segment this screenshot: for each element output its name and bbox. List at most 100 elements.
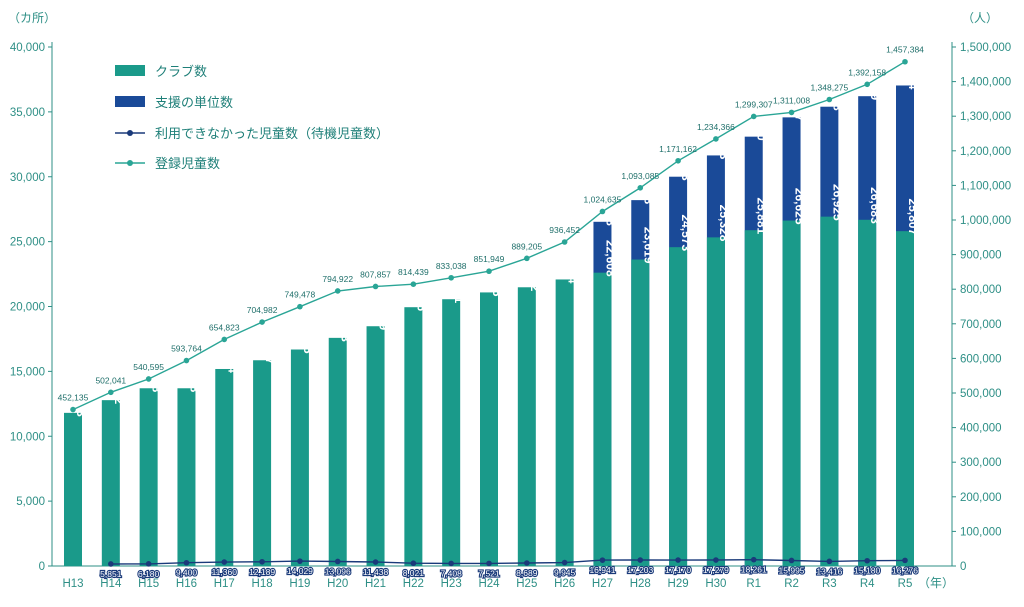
waiting-point xyxy=(372,559,379,565)
registered-point xyxy=(864,81,870,88)
waiting-point xyxy=(297,558,303,564)
club-bar-label: 22,608 xyxy=(603,240,617,277)
club-bar-label: 12,782 xyxy=(112,367,126,404)
registered-point xyxy=(524,255,530,262)
right-tick-label: 800,000 xyxy=(960,284,1002,296)
legend-label-club: クラブ数 xyxy=(155,64,207,80)
club-bar xyxy=(593,272,612,566)
registered-point xyxy=(334,288,341,294)
registered-label: 452,135 xyxy=(58,393,89,403)
x-tick-label: H19 xyxy=(289,578,310,590)
registered-point xyxy=(486,268,492,275)
left-tick-label: 0 xyxy=(39,561,45,573)
registered-point xyxy=(902,58,908,65)
x-tick-label: H30 xyxy=(705,578,726,590)
x-tick-label: H20 xyxy=(327,578,348,590)
registered-point xyxy=(448,274,454,281)
club-bar-label: 17,583 xyxy=(339,305,353,342)
registered-label: 833,038 xyxy=(436,261,467,271)
waiting-point xyxy=(675,557,681,563)
registered-label: 1,171,162 xyxy=(659,144,697,154)
club-bar-label: 20,561 xyxy=(452,267,466,304)
waiting-point xyxy=(864,557,870,564)
registered-point xyxy=(561,239,568,245)
registered-point xyxy=(108,389,114,396)
club-bar xyxy=(706,237,725,566)
waiting-point xyxy=(561,559,568,566)
club-bar-label: 16,685 xyxy=(301,317,315,354)
club-bar xyxy=(896,231,914,566)
club-bar-label: 15,184 xyxy=(225,336,239,373)
waiting-point xyxy=(637,557,644,563)
club-bar xyxy=(404,307,423,566)
x-tick-label: H24 xyxy=(478,578,500,590)
left-axis-unit: （カ所） xyxy=(8,11,56,25)
club-bar xyxy=(744,230,763,566)
club-bar xyxy=(366,326,385,566)
unit-bar-label: 36,209 xyxy=(868,63,882,100)
waiting-point xyxy=(599,557,606,563)
right-tick-label: 600,000 xyxy=(960,353,1002,365)
legend-swatch-club xyxy=(115,65,145,76)
club-bar-label: 15,857 xyxy=(263,328,277,365)
registered-label: 1,392,158 xyxy=(848,67,886,77)
x-tick-label: H14 xyxy=(100,578,122,590)
left-tick-label: 30,000 xyxy=(10,172,45,184)
left-tick-label: 10,000 xyxy=(10,431,45,443)
right-tick-label: 900,000 xyxy=(960,250,1002,262)
legend-swatch-units xyxy=(115,96,145,107)
registered-label: 1,234,366 xyxy=(697,122,735,132)
waiting-label: 18,261 xyxy=(741,565,767,575)
x-tick-label: R1 xyxy=(746,578,761,590)
registered-point xyxy=(750,113,757,120)
waiting-point xyxy=(826,558,833,565)
waiting-label: 17,170 xyxy=(665,565,691,575)
x-tick-label: H28 xyxy=(630,578,651,590)
club-bar-label: 19,946 xyxy=(414,274,428,311)
registered-point xyxy=(145,376,152,382)
waiting-line-points: 5,851 6,180 9,400 11,360 12,189 14,029 13,096 1… xyxy=(99,556,919,580)
right-axis-unit: （人） xyxy=(962,11,998,25)
club-bar xyxy=(555,279,574,566)
legend-label-waiting: 利用できなかった児童数（待機児童数） xyxy=(155,126,389,142)
registered-label: 794,922 xyxy=(322,274,353,284)
club-bar xyxy=(517,287,536,566)
club-bar-label: 26,625 xyxy=(793,188,807,225)
registered-label: 654,823 xyxy=(209,322,240,332)
x-tick-label: H27 xyxy=(592,578,613,590)
registered-point xyxy=(599,208,606,215)
registered-point xyxy=(183,357,190,364)
waiting-line xyxy=(110,558,906,565)
club-bar-label: 21,085 xyxy=(490,260,504,297)
waiting-point xyxy=(145,561,152,567)
x-tick-label: H22 xyxy=(403,578,424,590)
club-bar-label: 26,925 xyxy=(830,184,844,221)
registered-point xyxy=(372,283,379,290)
waiting-point xyxy=(108,561,114,567)
legend-label-units: 支援の単位数 xyxy=(155,95,233,111)
club-bar xyxy=(290,349,309,566)
waiting-point xyxy=(750,556,757,563)
club-bar xyxy=(328,337,347,566)
waiting-point xyxy=(486,560,492,567)
waiting-point xyxy=(410,560,417,567)
right-tick-label: 500,000 xyxy=(960,388,1002,400)
left-tick-label: 25,000 xyxy=(10,237,45,249)
club-bar xyxy=(253,360,272,566)
waiting-point xyxy=(448,560,454,567)
waiting-point xyxy=(524,560,530,566)
registered-point xyxy=(297,303,303,310)
waiting-point xyxy=(259,558,265,565)
registered-point xyxy=(637,184,644,191)
waiting-label: 17,203 xyxy=(627,565,653,575)
waiting-label: 15,180 xyxy=(854,566,880,576)
unit-bar-label: 26,528 xyxy=(603,189,617,226)
unit-bar-label: 30,003 xyxy=(679,144,693,181)
waiting-point xyxy=(902,557,908,564)
x-tick-label: H21 xyxy=(365,578,386,590)
club-bar xyxy=(820,216,839,566)
registered-line-points: 452,135 502,041 540,595 593,764 654,823 704,9… xyxy=(58,45,924,413)
registered-point xyxy=(713,136,719,142)
